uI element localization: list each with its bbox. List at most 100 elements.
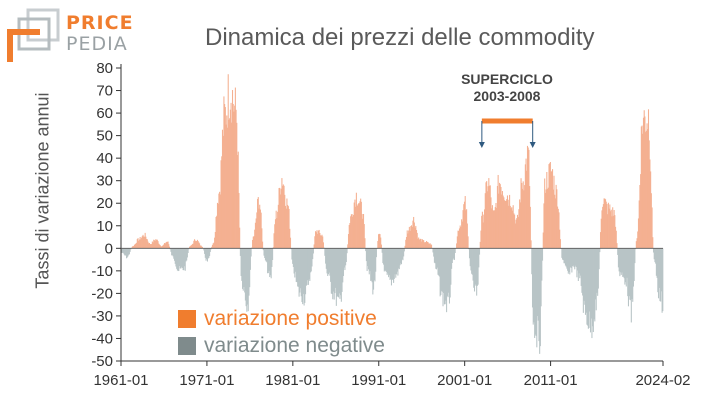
bar xyxy=(441,248,443,292)
bar xyxy=(410,226,412,249)
x-tick-label: 1981-01 xyxy=(265,372,320,389)
bar xyxy=(451,248,453,269)
bar xyxy=(516,218,518,249)
bar xyxy=(368,248,370,270)
bar xyxy=(637,231,639,249)
chart-title: Dinamica dei prezzi delle commodity xyxy=(205,24,595,51)
bar xyxy=(659,248,661,302)
bar xyxy=(416,232,418,249)
bar xyxy=(600,218,602,249)
bar xyxy=(282,185,284,249)
bar xyxy=(254,222,256,249)
bar xyxy=(572,248,574,267)
bar xyxy=(196,239,198,249)
bar xyxy=(347,234,350,249)
bar xyxy=(403,248,405,257)
bar xyxy=(528,149,530,249)
bar xyxy=(226,115,228,249)
bar xyxy=(345,248,347,266)
bar xyxy=(231,90,234,249)
logo-word-pedia: PEDIA xyxy=(66,33,128,55)
legend-label-negative: variazione negative xyxy=(204,333,385,357)
bar xyxy=(530,240,532,249)
bar xyxy=(426,240,428,249)
bar xyxy=(362,218,364,249)
bar xyxy=(450,248,452,285)
bar xyxy=(569,248,571,268)
bar xyxy=(552,189,554,249)
bar xyxy=(573,248,575,268)
bar xyxy=(354,199,356,249)
bar xyxy=(532,248,534,325)
bar xyxy=(649,159,651,249)
bar xyxy=(623,248,625,279)
bar xyxy=(533,248,535,323)
bar xyxy=(193,240,195,249)
bar xyxy=(642,133,644,249)
bar xyxy=(525,158,527,249)
bar xyxy=(164,243,166,249)
bar xyxy=(176,248,178,269)
bar xyxy=(551,170,553,249)
bar xyxy=(553,175,555,249)
bar xyxy=(624,248,626,285)
bar xyxy=(189,246,191,249)
bar xyxy=(242,248,244,289)
bar xyxy=(392,248,394,280)
bar xyxy=(520,178,522,249)
bar xyxy=(259,209,261,249)
bar xyxy=(463,204,465,249)
bar xyxy=(430,244,432,249)
bar xyxy=(209,248,211,256)
bar xyxy=(414,227,416,249)
bar xyxy=(302,248,304,294)
bar xyxy=(660,248,662,302)
bar xyxy=(437,248,439,275)
y-tick-label: -50 xyxy=(91,353,113,370)
bar xyxy=(609,204,611,249)
bar xyxy=(511,207,513,249)
bar xyxy=(166,241,168,249)
bar xyxy=(443,248,445,305)
bar xyxy=(258,208,260,249)
bar xyxy=(263,248,265,256)
bar xyxy=(387,248,389,274)
bar xyxy=(306,248,308,285)
bar xyxy=(521,188,524,249)
bar xyxy=(290,248,292,250)
bar xyxy=(206,248,208,262)
y-tick-label: -10 xyxy=(91,263,113,280)
bar xyxy=(151,244,153,249)
bar xyxy=(567,248,569,274)
bar xyxy=(300,248,302,289)
bar xyxy=(445,248,447,301)
bar xyxy=(643,110,645,249)
bar xyxy=(423,240,425,249)
bar xyxy=(463,201,466,249)
bar xyxy=(412,220,414,249)
bar xyxy=(559,229,561,249)
bar xyxy=(342,248,345,277)
bar xyxy=(517,216,519,249)
bar xyxy=(578,248,580,274)
bar xyxy=(549,163,551,249)
bar xyxy=(267,248,269,274)
bar xyxy=(456,236,458,249)
bar xyxy=(633,248,635,281)
bar xyxy=(473,248,475,288)
bar xyxy=(245,248,247,307)
bar xyxy=(527,147,529,249)
bar xyxy=(346,248,348,254)
bar xyxy=(511,210,513,249)
bar xyxy=(337,248,339,297)
bar xyxy=(360,198,362,249)
bar xyxy=(647,109,650,249)
bar xyxy=(602,206,604,249)
bar xyxy=(379,234,381,249)
bar xyxy=(212,243,214,249)
bar xyxy=(347,244,349,249)
bar xyxy=(186,248,188,261)
bar xyxy=(363,214,365,249)
bar xyxy=(574,248,576,266)
bar xyxy=(591,248,593,339)
